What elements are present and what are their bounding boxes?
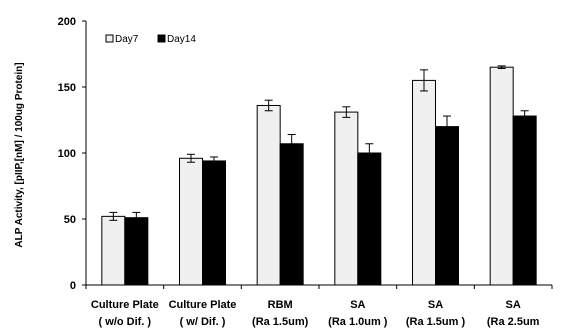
bar-day7-1 [179, 157, 203, 286]
legend: Day7 Day14 [105, 34, 196, 45]
category-label-line1: Culture Plate [169, 299, 237, 311]
category-label-line2: ( w/ Dif. ) [180, 316, 226, 328]
bar-day14-1 [202, 160, 226, 286]
y-tick-label: 150 [58, 82, 76, 94]
category-label-line1: RBM [268, 299, 293, 311]
legend-swatch-day7 [105, 34, 114, 43]
category-label-line1: SA [506, 299, 521, 311]
category-label-line2: (Ra 1.0um ) [328, 316, 388, 328]
y-tick-label: 200 [58, 16, 76, 28]
category-label-line1: SA [350, 299, 365, 311]
axes-layer [82, 20, 553, 289]
bar-day7-0 [101, 215, 126, 286]
bar-day7-4 [412, 79, 436, 286]
labels-layer: 0 50 100 150 200 Culture Plate ( w/o Dif. ) Cul… [58, 16, 540, 328]
y-axis-title: ALP Activity, [pIIP,[nM] / 100ug Protein… [14, 62, 25, 247]
y-tick-label: 50 [64, 214, 76, 226]
legend-swatch-day14 [157, 34, 166, 43]
category-label-line2: (Ra 2.5um [487, 316, 540, 328]
bar-day14-2 [279, 143, 304, 286]
bar-day7-2 [256, 104, 281, 286]
category-label-line2: (Ra 1.5um ) [406, 316, 466, 328]
legend-label-day14: Day14 [167, 34, 196, 45]
y-tick-label: 0 [70, 280, 76, 292]
category-label-line1: SA [428, 299, 443, 311]
bar-day7-3 [334, 111, 359, 286]
category-label-line2: ( w/o Dif. ) [99, 316, 152, 328]
bar-day14-0 [124, 217, 149, 286]
error-bars-layer [109, 65, 529, 224]
category-label-line1: Culture Plate [91, 299, 159, 311]
bar-day14-4 [435, 126, 459, 286]
bar-day14-5 [512, 115, 537, 286]
bar-day14-3 [357, 152, 382, 286]
y-tick-label: 100 [58, 148, 76, 160]
legend-label-day7: Day7 [115, 34, 139, 45]
bar-day7-5 [489, 66, 514, 286]
bars-layer [101, 66, 537, 286]
category-label-line2: (Ra 1.5um) [252, 316, 309, 328]
